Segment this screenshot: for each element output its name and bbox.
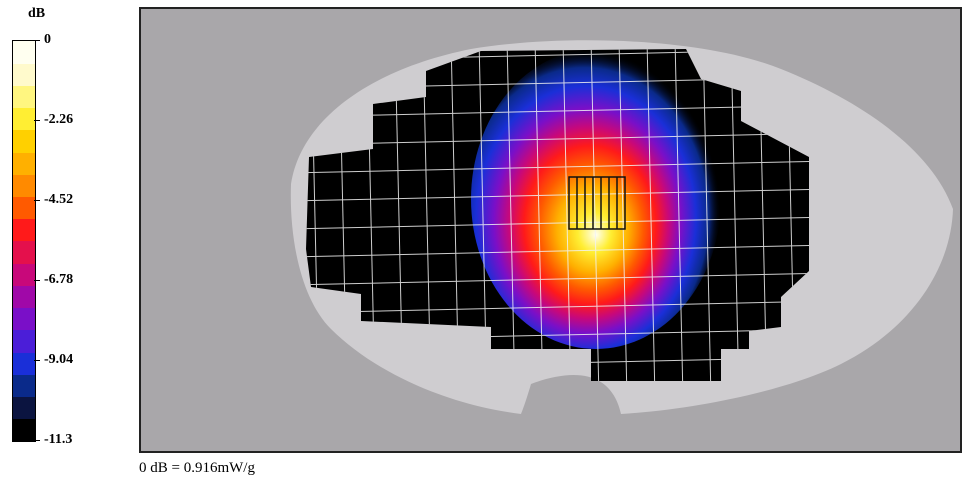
grid-line-vertical <box>646 49 656 381</box>
grid-line-horizontal <box>306 216 809 230</box>
colorbar <box>12 40 36 442</box>
colorbar-tick-label: 0 <box>44 32 51 47</box>
colorbar-swatch <box>13 307 35 331</box>
grid-line-horizontal <box>306 244 809 258</box>
grid-line-horizontal <box>306 272 809 286</box>
colorbar-swatch <box>13 374 35 398</box>
colorbar-tick-mark <box>34 120 40 121</box>
colorbar-swatch <box>13 196 35 220</box>
colorbar-swatch <box>13 285 35 309</box>
grid-line-vertical <box>674 49 684 381</box>
colorbar-swatch <box>13 107 35 131</box>
colorbar-swatch <box>13 129 35 153</box>
colorbar-unit-label: dB <box>28 6 46 21</box>
grid-line-horizontal <box>306 300 809 314</box>
grid-line-vertical <box>618 49 628 381</box>
colorbar-swatch <box>13 85 35 109</box>
colorbar-tick-label: -11.3 <box>44 432 73 447</box>
grid-line-vertical <box>534 49 544 381</box>
colorbar-swatch <box>13 41 35 64</box>
colorbar-swatch <box>13 418 35 442</box>
colorbar-tick-label: -9.04 <box>44 352 74 367</box>
grid-line-vertical <box>590 49 600 381</box>
colorbar-tick-mark <box>34 200 40 201</box>
sar-hotspot <box>471 49 721 349</box>
grid-line-horizontal <box>306 104 809 118</box>
colorbar-tick-mark <box>34 40 40 41</box>
colorbar-swatch <box>13 263 35 286</box>
colorbar-swatch <box>13 174 35 198</box>
grid-line-horizontal <box>306 160 809 174</box>
reference-footnote: 0 dB = 0.916mW/g <box>139 460 255 476</box>
grid-line-vertical <box>562 49 572 381</box>
colorbar-swatch <box>13 396 35 420</box>
colorbar-tick-label: -2.26 <box>44 112 74 127</box>
grid-line-vertical <box>702 49 712 381</box>
colorbar-swatch <box>13 152 35 175</box>
colorbar-tick-mark <box>34 280 40 281</box>
colorbar-swatch <box>13 63 35 86</box>
colorbar-swatch <box>13 218 35 242</box>
colorbar-swatch <box>13 352 35 375</box>
colorbar-tick-mark <box>34 440 40 441</box>
grid-line-horizontal <box>306 188 809 202</box>
grid-line-horizontal <box>306 132 809 146</box>
colorbar-tick-label: -4.52 <box>44 192 74 207</box>
grid-line-vertical <box>506 49 516 381</box>
sar-map-frame <box>139 7 962 453</box>
colorbar-swatch <box>13 241 35 264</box>
colorbar-swatch <box>13 329 35 353</box>
zoom-scan-marker <box>568 176 626 230</box>
sar-distribution-map <box>290 40 953 414</box>
colorbar-tick-label: -6.78 <box>44 272 74 287</box>
colorbar-tick-mark <box>34 360 40 361</box>
